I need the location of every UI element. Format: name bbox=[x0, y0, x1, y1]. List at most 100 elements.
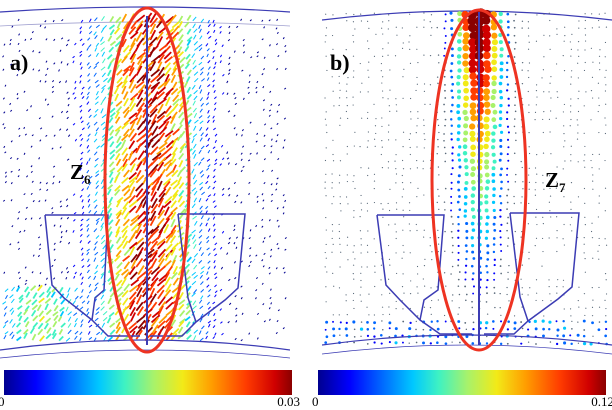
velocity-arrow bbox=[80, 151, 84, 155]
velocity-arrow bbox=[81, 176, 85, 179]
slot-right-outline bbox=[150, 213, 246, 337]
velocity-dot bbox=[340, 251, 342, 253]
velocity-dot bbox=[564, 26, 566, 28]
velocity-arrow bbox=[200, 252, 205, 257]
velocity-arrow bbox=[116, 211, 122, 220]
velocity-dot bbox=[486, 244, 490, 248]
velocity-arrow bbox=[255, 254, 258, 257]
velocity-dot bbox=[436, 76, 439, 78]
velocity-dot bbox=[548, 328, 551, 331]
velocity-arrow bbox=[44, 26, 47, 29]
velocity-dot bbox=[382, 55, 384, 58]
velocity-dot bbox=[457, 68, 462, 73]
velocity-dot bbox=[415, 89, 417, 92]
velocity-arrow bbox=[199, 28, 202, 33]
velocity-dot bbox=[557, 96, 559, 99]
velocity-dot bbox=[389, 89, 391, 91]
velocity-dot bbox=[381, 320, 383, 322]
velocity-dot bbox=[556, 237, 558, 239]
velocity-arrow bbox=[275, 331, 278, 335]
velocity-arrow bbox=[86, 122, 90, 126]
velocity-arrow bbox=[249, 121, 252, 124]
velocity-dot bbox=[416, 146, 418, 148]
velocity-arrow bbox=[45, 182, 48, 185]
velocity-arrow bbox=[150, 191, 157, 202]
velocity-arrow bbox=[2, 199, 6, 202]
velocity-dot bbox=[506, 20, 510, 24]
velocity-arrow bbox=[263, 237, 266, 240]
velocity-arrow bbox=[74, 335, 78, 340]
velocity-arrow bbox=[198, 330, 202, 335]
velocity-arrow bbox=[226, 151, 229, 154]
velocity-dot bbox=[408, 223, 410, 225]
velocity-arrow bbox=[206, 77, 210, 81]
velocity-arrow bbox=[25, 299, 32, 305]
velocity-arrow bbox=[115, 100, 123, 107]
velocity-dot bbox=[443, 314, 446, 317]
velocity-arrow bbox=[151, 152, 162, 161]
velocity-arrow bbox=[228, 237, 231, 240]
velocity-arrow bbox=[23, 308, 29, 316]
velocity-dot bbox=[522, 188, 524, 190]
velocity-dot bbox=[457, 251, 460, 254]
velocity-dot bbox=[585, 91, 587, 93]
velocity-dot bbox=[339, 243, 341, 245]
velocity-dot bbox=[324, 41, 326, 43]
velocity-dot bbox=[332, 139, 334, 141]
velocity-dot bbox=[528, 62, 531, 64]
velocity-arrow bbox=[207, 185, 211, 190]
velocity-dot bbox=[352, 21, 355, 23]
velocity-arrow bbox=[80, 228, 83, 232]
velocity-dot bbox=[513, 152, 516, 155]
velocity-arrow bbox=[284, 87, 287, 90]
velocity-dot bbox=[491, 45, 498, 52]
velocity-dot bbox=[592, 188, 594, 190]
velocity-dot bbox=[360, 167, 362, 169]
velocity-arrow bbox=[157, 240, 166, 250]
velocity-arrow bbox=[198, 115, 203, 119]
velocity-arrow bbox=[74, 330, 79, 335]
velocity-dot bbox=[491, 117, 497, 123]
velocity-arrow bbox=[228, 31, 231, 35]
velocity-dot bbox=[513, 202, 516, 205]
velocity-arrow bbox=[67, 329, 72, 335]
velocity-dot bbox=[492, 124, 498, 130]
velocity-arrow bbox=[271, 138, 273, 141]
velocity-arrow bbox=[249, 260, 252, 264]
velocity-arrow bbox=[67, 311, 72, 316]
velocity-dot bbox=[381, 125, 383, 128]
velocity-arrow bbox=[206, 167, 210, 171]
velocity-arrow bbox=[165, 234, 173, 244]
velocity-dot bbox=[367, 20, 369, 22]
velocity-arrow bbox=[212, 301, 216, 305]
velocity-dot bbox=[462, 102, 469, 108]
velocity-arrow bbox=[247, 159, 251, 162]
velocity-dot bbox=[388, 124, 390, 126]
velocity-arrow bbox=[198, 24, 201, 29]
velocity-dot bbox=[325, 243, 327, 246]
velocity-dot bbox=[578, 306, 580, 308]
velocity-dot bbox=[465, 236, 469, 240]
velocity-arrow bbox=[128, 79, 135, 89]
velocity-dot bbox=[571, 70, 573, 72]
velocity-arrow bbox=[95, 52, 99, 57]
velocity-arrow bbox=[72, 193, 76, 196]
velocity-dot bbox=[483, 44, 491, 53]
velocity-dot bbox=[556, 334, 559, 337]
velocity-dot bbox=[470, 114, 477, 122]
velocity-dot bbox=[604, 76, 606, 78]
velocity-arrow bbox=[30, 37, 33, 41]
velocity-dot bbox=[570, 55, 572, 57]
velocity-arrow bbox=[59, 49, 62, 52]
velocity-arrow bbox=[109, 149, 116, 155]
velocity-arrow bbox=[32, 292, 38, 299]
velocity-arrow bbox=[93, 121, 98, 126]
velocity-arrow bbox=[79, 240, 83, 244]
velocity-dot bbox=[373, 314, 375, 316]
velocity-dot bbox=[408, 202, 411, 204]
velocity-arrow bbox=[2, 97, 5, 100]
velocity-arrow bbox=[249, 254, 251, 257]
velocity-dot bbox=[324, 187, 326, 189]
velocity-arrow bbox=[17, 311, 23, 317]
velocity-arrow bbox=[129, 246, 136, 256]
